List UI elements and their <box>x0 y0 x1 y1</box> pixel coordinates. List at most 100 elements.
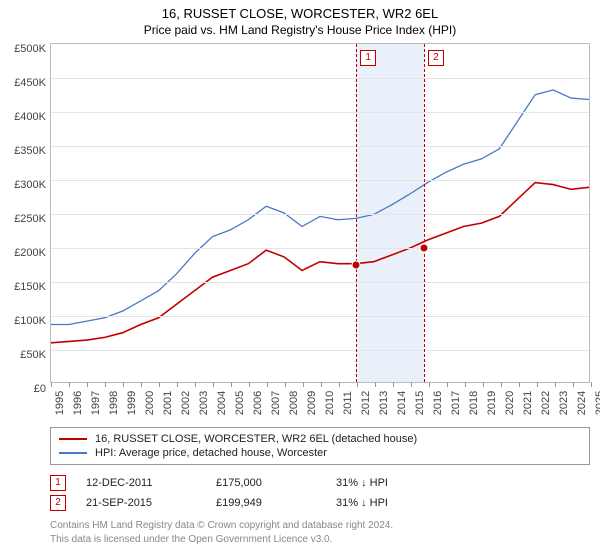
gridline <box>51 248 589 249</box>
transaction-date: 21-SEP-2015 <box>86 497 196 509</box>
x-tick <box>177 382 178 387</box>
x-tick-label: 2007 <box>270 391 282 415</box>
x-tick-label: 2019 <box>486 391 498 415</box>
x-tick-label: 2016 <box>432 391 444 415</box>
x-tick-label: 1999 <box>126 391 138 415</box>
y-tick-label: £0 <box>34 383 46 395</box>
plot-area: 12 <box>50 43 590 383</box>
y-tick-label: £350K <box>14 145 46 157</box>
x-tick <box>483 382 484 387</box>
x-tick <box>69 382 70 387</box>
credit-line-2: This data is licensed under the Open Gov… <box>50 533 590 547</box>
x-tick <box>87 382 88 387</box>
x-tick <box>159 382 160 387</box>
legend-row: 16, RUSSET CLOSE, WORCESTER, WR2 6EL (de… <box>59 432 581 446</box>
x-tick <box>105 382 106 387</box>
x-tick <box>321 382 322 387</box>
transaction-delta: 31% ↓ HPI <box>336 477 388 489</box>
legend-swatch <box>59 438 87 440</box>
legend-label: 16, RUSSET CLOSE, WORCESTER, WR2 6EL (de… <box>95 433 417 445</box>
x-tick <box>591 382 592 387</box>
gridline <box>51 180 589 181</box>
x-tick <box>285 382 286 387</box>
line-series-svg <box>51 44 589 382</box>
x-tick <box>393 382 394 387</box>
y-tick-label: £100K <box>14 315 46 327</box>
x-tick <box>501 382 502 387</box>
transaction-delta: 31% ↓ HPI <box>336 497 388 509</box>
vertical-marker-badge: 2 <box>428 50 444 66</box>
x-tick <box>519 382 520 387</box>
x-tick-label: 1997 <box>90 391 102 415</box>
x-tick <box>141 382 142 387</box>
x-tick-label: 2000 <box>144 391 156 415</box>
y-tick-label: £200K <box>14 247 46 259</box>
gridline <box>51 146 589 147</box>
x-tick <box>267 382 268 387</box>
legend-row: HPI: Average price, detached house, Worc… <box>59 446 581 460</box>
legend-box: 16, RUSSET CLOSE, WORCESTER, WR2 6EL (de… <box>50 427 590 465</box>
x-tick <box>429 382 430 387</box>
x-tick-label: 2013 <box>378 391 390 415</box>
x-tick <box>537 382 538 387</box>
x-tick-label: 2005 <box>234 391 246 415</box>
transaction-row: 2 21-SEP-2015 £199,949 31% ↓ HPI <box>50 493 590 513</box>
x-tick-label: 1995 <box>54 391 66 415</box>
x-tick-label: 2006 <box>252 391 264 415</box>
x-tick <box>465 382 466 387</box>
credit-line-1: Contains HM Land Registry data © Crown c… <box>50 519 590 533</box>
x-tick-label: 2024 <box>576 391 588 415</box>
chart-title: 16, RUSSET CLOSE, WORCESTER, WR2 6EL <box>10 6 590 21</box>
transaction-price: £175,000 <box>216 477 316 489</box>
x-tick <box>411 382 412 387</box>
legend-label: HPI: Average price, detached house, Worc… <box>95 447 327 459</box>
x-tick-label: 2018 <box>468 391 480 415</box>
y-tick-label: £450K <box>14 77 46 89</box>
gridline <box>51 316 589 317</box>
chart-container: 16, RUSSET CLOSE, WORCESTER, WR2 6EL Pri… <box>0 0 600 560</box>
series-property <box>51 183 589 343</box>
transaction-rows: 112-DEC-2011£175,00031% ↓ HPI221-SEP-201… <box>50 473 590 513</box>
vertical-marker-badge: 1 <box>360 50 376 66</box>
x-tick <box>357 382 358 387</box>
x-tick-label: 2003 <box>198 391 210 415</box>
x-tick-label: 2008 <box>288 391 300 415</box>
y-tick-label: £250K <box>14 213 46 225</box>
x-tick-label: 2015 <box>414 391 426 415</box>
gridline <box>51 78 589 79</box>
x-tick-label: 2014 <box>396 391 408 415</box>
x-tick-label: 2023 <box>558 391 570 415</box>
gridline <box>51 214 589 215</box>
x-tick-label: 2009 <box>306 391 318 415</box>
gridline <box>51 350 589 351</box>
x-tick-label: 2021 <box>522 391 534 415</box>
x-tick-label: 1998 <box>108 391 120 415</box>
transaction-marker <box>419 244 428 253</box>
x-tick <box>375 382 376 387</box>
x-tick-label: 2017 <box>450 391 462 415</box>
x-tick-label: 2010 <box>324 391 336 415</box>
x-tick-label: 1996 <box>72 391 84 415</box>
x-tick-label: 2025 <box>594 391 600 415</box>
transaction-row: 112-DEC-2011£175,00031% ↓ HPI <box>50 473 590 493</box>
y-tick-label: £400K <box>14 111 46 123</box>
gridline <box>51 112 589 113</box>
x-tick <box>195 382 196 387</box>
x-tick-label: 2002 <box>180 391 192 415</box>
y-tick-label: £300K <box>14 179 46 191</box>
legend-swatch <box>59 452 87 454</box>
transaction-badge: 2 <box>50 495 66 511</box>
x-tick <box>231 382 232 387</box>
transaction-price: £199,949 <box>216 497 316 509</box>
vertical-marker-line <box>356 44 357 382</box>
transaction-badge: 1 <box>50 475 66 491</box>
transaction-marker <box>352 261 361 270</box>
x-tick-label: 2022 <box>540 391 552 415</box>
x-tick <box>51 382 52 387</box>
chart-subtitle: Price paid vs. HM Land Registry's House … <box>10 23 590 37</box>
x-tick <box>573 382 574 387</box>
vertical-marker-line <box>424 44 425 382</box>
y-tick-label: £150K <box>14 281 46 293</box>
x-tick <box>213 382 214 387</box>
attribution-text: Contains HM Land Registry data © Crown c… <box>50 519 590 546</box>
